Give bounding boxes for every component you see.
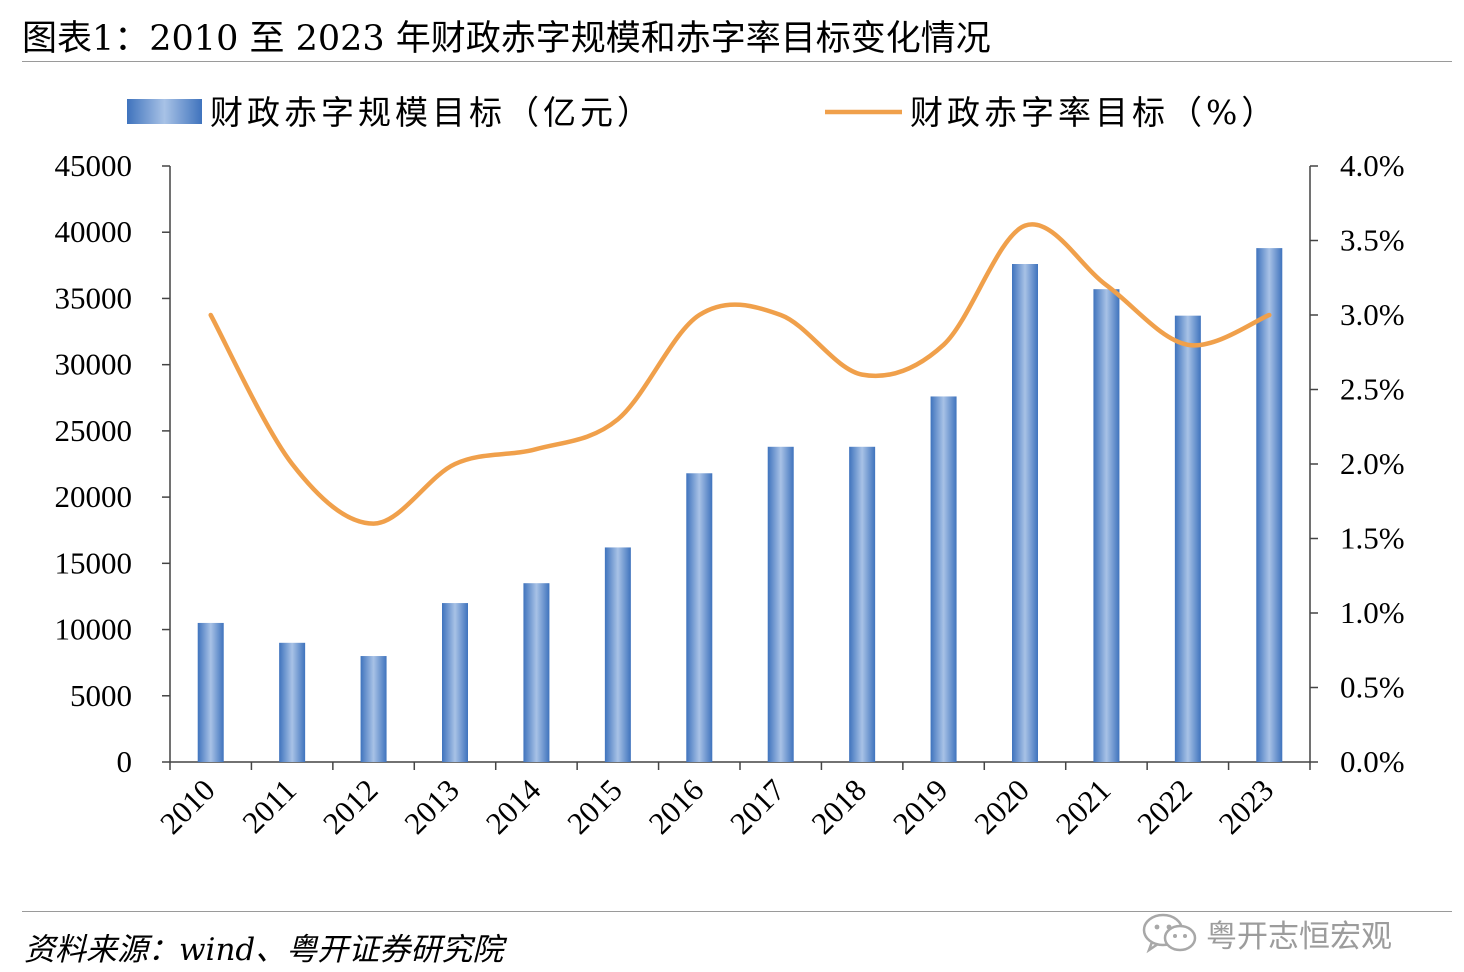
y-right-tick-label: 0.0% [1340, 744, 1405, 779]
bar [1174, 315, 1201, 762]
y-right-tick-label: 1.5% [1340, 521, 1405, 556]
legend-bar-label: 财政赤字规模目标（亿元） [210, 93, 654, 132]
bar [1256, 248, 1283, 763]
x-tick-label: 2020 [967, 772, 1036, 841]
y-right-tick-label: 2.5% [1340, 372, 1405, 407]
bar [849, 446, 876, 762]
y-left-tick-label: 30000 [55, 347, 133, 382]
x-tick-label: 2016 [642, 772, 711, 841]
bar [1093, 289, 1120, 762]
bar [523, 583, 550, 762]
x-tick-label: 2017 [723, 772, 792, 841]
bar [686, 473, 713, 762]
y-left-tick-label: 0 [117, 744, 133, 779]
legend: 财政赤字规模目标（亿元） 财政赤字率目标（%） [127, 93, 1278, 132]
y-right-tick-label: 3.0% [1340, 297, 1405, 332]
y-left-tick-label: 20000 [55, 479, 133, 514]
y-left-tick-label: 10000 [55, 612, 133, 647]
source-divider [22, 911, 1452, 912]
x-tick-label: 2021 [1049, 772, 1118, 841]
y-left-tick-label: 45000 [55, 148, 133, 183]
y-left-tick-label: 25000 [55, 413, 133, 448]
x-tick-label: 2019 [886, 772, 955, 841]
y-right-tick-label: 4.0% [1340, 148, 1405, 183]
bar [767, 446, 794, 762]
y-right-tick-label: 3.5% [1340, 223, 1405, 258]
x-tick-label: 2015 [560, 772, 629, 841]
x-tick-label: 2018 [805, 772, 874, 841]
y-right-tick-label: 0.5% [1340, 670, 1405, 705]
bar-series [197, 248, 1283, 763]
watermark-text: 粤开志恒宏观 [1206, 918, 1392, 955]
x-tick-label: 2012 [316, 772, 385, 841]
y-left-tick-label: 35000 [55, 280, 133, 315]
x-tick-label: 2023 [1212, 772, 1281, 841]
bar [197, 622, 224, 762]
y-left-tick-label: 15000 [55, 545, 133, 580]
wechat-icon [1142, 913, 1197, 954]
x-tick-label: 2013 [397, 772, 466, 841]
y-right-tick-label: 1.0% [1340, 595, 1405, 630]
source-note: 资料来源：wind、粤开证券研究院 [24, 932, 504, 968]
axes: 0 5000 10000 15000 20000 25000 30000 35000 40000… [55, 148, 1405, 841]
y-right-tick-label: 2.0% [1340, 446, 1405, 481]
bar [1012, 264, 1038, 762]
chart-title: 图表1：2010 至 2023 年财政赤字规模和赤字率目标变化情况 [22, 19, 991, 59]
x-tick-label: 2014 [479, 772, 548, 841]
bar [360, 656, 387, 762]
bar [604, 547, 631, 762]
bar [442, 603, 468, 762]
legend-line-label: 财政赤字率目标（%） [910, 93, 1278, 132]
x-tick-label: 2010 [153, 772, 222, 841]
title-divider [22, 61, 1452, 62]
y-left-tick-label: 40000 [55, 214, 133, 249]
bar [930, 396, 957, 762]
y-left-tick-label: 5000 [70, 678, 132, 713]
line-series [208, 222, 1272, 526]
watermark: 粤开志恒宏观 [1140, 910, 1392, 956]
legend-bar-swatch [127, 99, 202, 124]
deficit-rate-line [208, 222, 1272, 526]
bar [279, 642, 306, 762]
x-tick-label: 2022 [1130, 772, 1199, 841]
x-tick-label: 2011 [235, 772, 303, 840]
